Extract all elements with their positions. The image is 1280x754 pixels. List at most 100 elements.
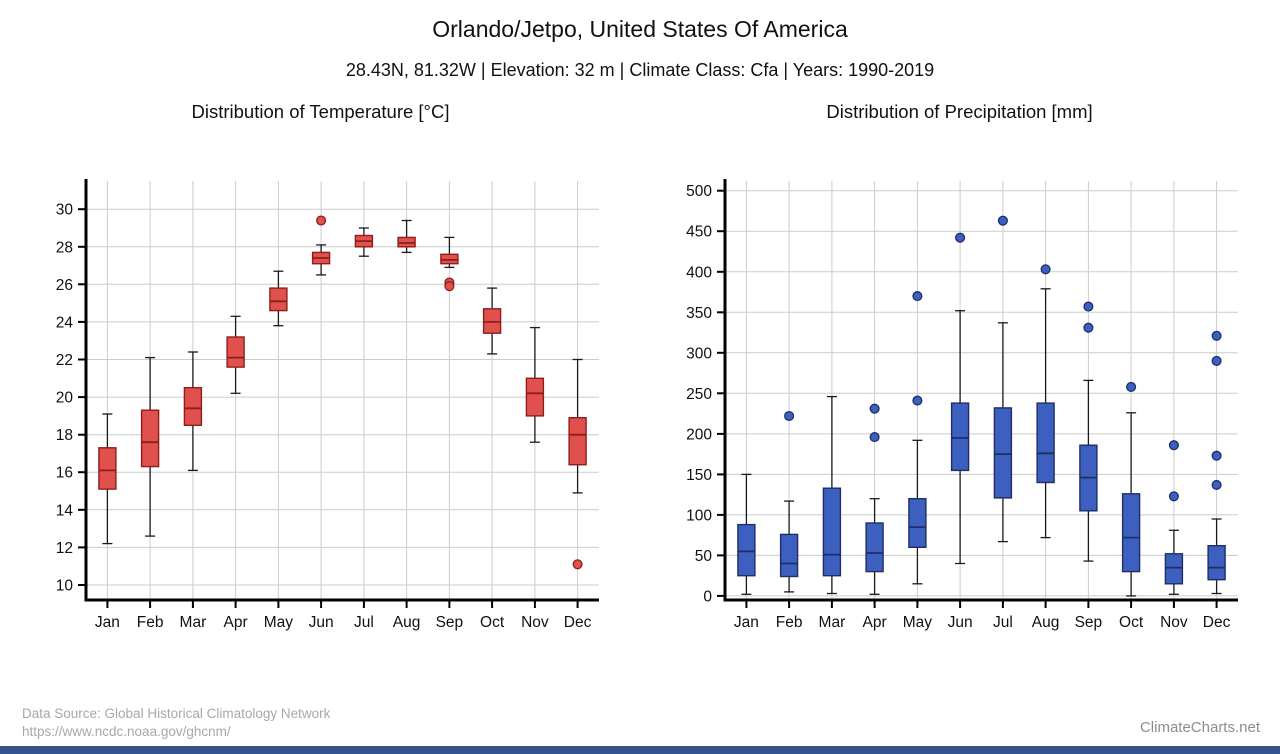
boxplot-Nov	[525, 326, 545, 443]
boxplot-Oct	[1121, 381, 1141, 597]
x-tick-label: Jul	[354, 614, 374, 631]
precipitation-chart-title: Distribution of Precipitation [mm]	[826, 101, 1093, 122]
outlier-point	[912, 291, 923, 302]
outlier-point	[444, 281, 455, 292]
temperature-panel: Distribution of Temperature [°C] 10 12 14 1…	[32, 101, 609, 645]
x-tick-label: Sep	[1075, 614, 1103, 631]
outlier-point	[316, 215, 327, 226]
x-tick-label: Mar	[180, 614, 207, 631]
y-tick-label: 150	[686, 467, 712, 484]
x-tick-label: Dec	[1203, 614, 1231, 631]
outlier-point	[1168, 440, 1179, 451]
y-tick-label: 14	[56, 502, 74, 519]
x-tick-label: Aug	[393, 614, 421, 631]
box	[822, 487, 842, 577]
box	[1164, 553, 1184, 585]
y-tick-label: 350	[686, 305, 712, 322]
x-tick-label: Jun	[948, 614, 973, 631]
boxplot-Jul	[993, 215, 1013, 543]
boxplot-Feb	[779, 410, 799, 593]
box	[525, 377, 545, 417]
box	[1207, 545, 1226, 581]
boxplot-May	[908, 291, 927, 585]
box	[568, 417, 587, 466]
x-tick-label: Dec	[564, 614, 592, 631]
y-tick-label: 30	[56, 202, 74, 219]
x-tick-label: Nov	[521, 614, 549, 631]
box	[269, 287, 288, 312]
x-tick-label: May	[264, 614, 294, 631]
outlier-point	[784, 410, 795, 422]
y-tick-label: 400	[686, 264, 712, 281]
page-subtitle: 28.43N, 81.32W | Elevation: 32 m | Clima…	[345, 60, 935, 80]
boxplot-Nov	[1164, 440, 1184, 595]
box	[1036, 402, 1055, 484]
x-tick-label: Oct	[1119, 614, 1144, 631]
box	[98, 447, 117, 490]
outlier-point	[1083, 301, 1094, 312]
y-tick-label: 22	[56, 352, 73, 369]
y-tick-label: 250	[686, 386, 712, 403]
boxplot-Jul	[354, 227, 374, 257]
outlier-point	[869, 403, 880, 414]
boxplot-Feb	[140, 356, 160, 537]
boxplot-Mar	[822, 395, 842, 595]
outlier-point	[1211, 330, 1222, 341]
y-tick-label: 20	[56, 390, 74, 407]
outlier-point	[1211, 479, 1222, 490]
outlier-point	[955, 232, 966, 243]
boxplot-May	[269, 270, 288, 327]
temperature-chart-title: Distribution of Temperature [°C]	[191, 101, 450, 122]
x-tick-label: Jul	[993, 614, 1013, 631]
outlier-point	[997, 215, 1008, 226]
outlier-point	[1211, 355, 1222, 366]
y-tick-label: 28	[56, 239, 73, 256]
page-title: Orlando/Jetpo, United States Of America	[432, 16, 848, 42]
boxplot-Dec	[1207, 330, 1226, 595]
box	[908, 498, 927, 549]
y-tick-label: 16	[56, 465, 73, 482]
outlier-point	[572, 559, 583, 570]
boxplot-Jun	[950, 232, 970, 565]
y-tick-label: 300	[686, 345, 712, 362]
boxplot-Apr	[865, 403, 884, 595]
boxplot-Jan	[98, 413, 117, 545]
box	[1121, 493, 1141, 573]
outlier-point	[1168, 491, 1179, 502]
x-tick-label: Oct	[480, 614, 505, 631]
boxplot-Dec	[568, 358, 587, 570]
box	[183, 386, 203, 426]
outlier-point	[869, 432, 880, 443]
x-tick-label: Aug	[1032, 614, 1060, 631]
y-tick-label: 450	[686, 224, 712, 241]
data-source-line1: Data Source: Global Historical Climatolo…	[22, 705, 331, 721]
x-tick-label: May	[903, 614, 933, 631]
brand-label: ClimateCharts.net	[1139, 719, 1260, 736]
climate-charts-page: Orlando/Jetpo, United States Of America …	[0, 16, 1280, 754]
x-tick-label: Apr	[863, 614, 887, 631]
temperature-boxplot-chart: 10 12 14 16 18 20 22 24 26 28 30 Jan Feb Mar Apr May Jun…	[56, 179, 599, 631]
y-tick-label: 26	[56, 277, 73, 294]
x-tick-label: Nov	[1160, 614, 1188, 631]
y-tick-label: 50	[695, 548, 713, 565]
y-tick-label: 18	[56, 427, 73, 444]
box	[950, 402, 970, 472]
outlier-point	[1126, 381, 1137, 392]
x-tick-label: Jan	[95, 614, 120, 631]
outlier-point	[1083, 322, 1094, 333]
y-tick-label: 500	[686, 183, 712, 200]
boxplot-Mar	[183, 351, 203, 472]
x-tick-label: Apr	[224, 614, 248, 631]
x-tick-label: Feb	[776, 614, 803, 631]
data-source-note: Data Source: Global Historical Climatolo…	[22, 705, 330, 741]
box	[993, 407, 1013, 499]
boxplot-Oct	[482, 287, 502, 355]
x-tick-label: Sep	[436, 614, 464, 631]
x-tick-label: Mar	[819, 614, 846, 631]
bottom-bar	[0, 746, 1280, 754]
y-tick-label: 10	[56, 578, 74, 595]
charts-row: Distribution of Temperature [°C] 10 12 14 1…	[0, 101, 1280, 645]
outlier-point	[1040, 264, 1051, 275]
x-tick-label: Jun	[309, 614, 334, 631]
box	[140, 409, 160, 468]
